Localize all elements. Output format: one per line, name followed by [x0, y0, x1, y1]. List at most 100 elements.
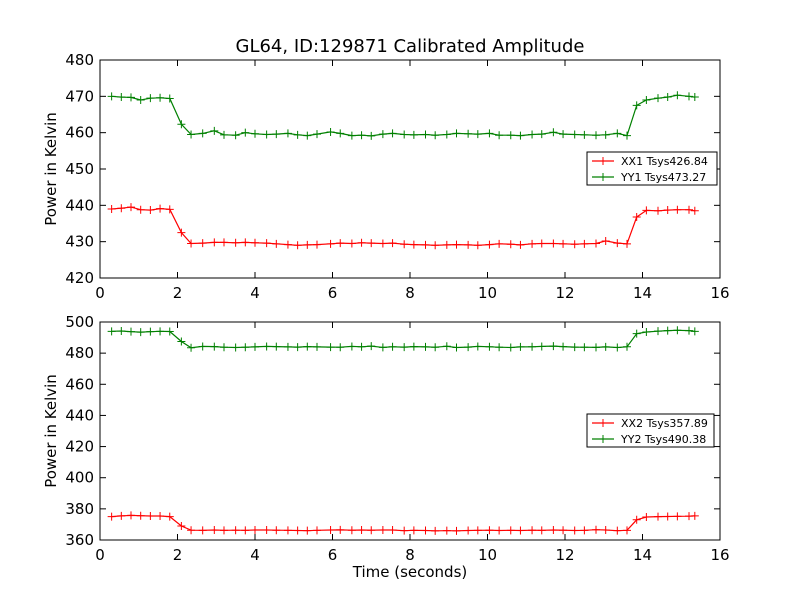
data-point-marker	[136, 328, 145, 337]
y-tick-label: 480	[65, 51, 94, 69]
data-point-marker	[690, 327, 699, 336]
x-tick-label: 12	[555, 546, 574, 564]
data-point-marker	[592, 343, 600, 352]
data-point-marker	[690, 93, 699, 102]
data-point-marker	[642, 206, 651, 215]
data-point-marker	[537, 130, 546, 139]
data-point-marker	[673, 512, 682, 521]
data-point-marker	[293, 526, 302, 535]
data-point-marker	[632, 101, 641, 110]
y-tick-label: 460	[65, 375, 94, 393]
data-point-marker	[685, 205, 693, 214]
y-tick-label: 460	[65, 124, 94, 142]
data-point-marker	[146, 512, 155, 521]
data-point-marker	[464, 526, 473, 535]
x-tick-label: 0	[95, 284, 105, 302]
data-point-marker	[136, 95, 145, 104]
data-point-marker	[156, 204, 165, 213]
data-point-marker	[367, 239, 376, 248]
data-point-marker	[156, 93, 165, 102]
data-point-marker	[559, 239, 568, 248]
data-point-marker	[559, 342, 568, 351]
y-tick-label: 470	[65, 87, 94, 105]
data-point-marker	[537, 239, 546, 248]
data-point-marker	[409, 240, 418, 249]
data-point-marker	[654, 94, 662, 103]
data-point-marker	[485, 342, 494, 351]
data-point-marker	[326, 127, 335, 136]
data-point-marker	[165, 205, 174, 214]
y-axis-label: Power in Kelvin	[42, 112, 60, 226]
data-point-marker	[198, 526, 207, 535]
x-tick-label: 2	[173, 284, 183, 302]
data-point-marker	[549, 526, 558, 535]
data-point-marker	[251, 129, 259, 138]
data-point-marker	[654, 512, 662, 521]
y-tick-label: 420	[65, 269, 94, 287]
data-point-marker	[107, 92, 116, 101]
data-point-marker	[220, 130, 228, 139]
data-point-marker	[272, 342, 281, 351]
data-point-marker	[210, 526, 219, 535]
x-tick-label: 10	[478, 284, 497, 302]
data-point-marker	[570, 130, 579, 139]
data-point-marker	[559, 130, 568, 139]
data-point-marker	[623, 239, 631, 248]
data-point-marker	[241, 526, 250, 535]
data-point-marker	[409, 342, 418, 351]
data-point-marker	[580, 239, 589, 248]
data-point-marker	[452, 129, 461, 138]
data-point-marker	[592, 239, 600, 248]
y-tick-label: 500	[65, 313, 94, 331]
x-tick-label: 12	[555, 284, 574, 302]
data-point-marker	[388, 342, 397, 351]
data-point-marker	[431, 241, 440, 250]
legend-marker	[599, 419, 607, 427]
data-point-marker	[378, 239, 387, 248]
data-point-marker	[326, 526, 335, 535]
data-point-marker	[431, 526, 440, 535]
data-point-marker	[156, 327, 165, 336]
data-point-marker	[632, 212, 641, 221]
data-point-marker	[464, 240, 473, 249]
data-point-marker	[442, 526, 451, 535]
data-point-marker	[485, 129, 494, 138]
data-point-marker	[654, 206, 662, 215]
legend-marker	[599, 157, 607, 165]
data-point-marker	[283, 240, 292, 249]
data-point-marker	[262, 130, 271, 139]
data-point-marker	[592, 525, 600, 534]
data-point-marker	[220, 526, 228, 535]
data-point-marker	[690, 511, 699, 520]
data-point-marker	[528, 239, 537, 248]
data-point-marker	[601, 342, 610, 351]
data-point-marker	[378, 343, 387, 352]
data-point-marker	[220, 238, 228, 247]
bottom-subplot: 0 2 4 6 8 10 12 14 16 360 380 400 420 440 460 480 500 Pow…	[42, 313, 730, 581]
data-point-marker	[313, 240, 321, 249]
data-point-marker	[495, 526, 504, 535]
x-tick-label: 4	[250, 284, 260, 302]
data-point-marker	[347, 131, 356, 140]
data-point-marker	[452, 240, 461, 249]
data-point-marker	[570, 343, 579, 352]
data-point-marker	[251, 342, 259, 351]
data-point-marker	[409, 130, 418, 139]
data-point-marker	[241, 238, 250, 247]
data-point-marker	[357, 342, 366, 351]
data-point-marker	[165, 327, 174, 336]
data-point-marker	[506, 526, 515, 535]
y-tick-label: 380	[65, 500, 94, 518]
data-point-marker	[293, 241, 302, 250]
y-tick-label: 400	[65, 469, 94, 487]
data-point-marker	[673, 91, 682, 100]
data-point-marker	[485, 526, 494, 535]
x-tick-label: 8	[405, 546, 415, 564]
data-point-marker	[431, 343, 440, 352]
data-point-marker	[198, 342, 207, 351]
data-point-marker	[146, 327, 155, 336]
data-point-marker	[537, 526, 546, 535]
data-point-marker	[107, 204, 116, 213]
data-point-marker	[177, 228, 186, 237]
data-point-marker	[421, 342, 430, 351]
